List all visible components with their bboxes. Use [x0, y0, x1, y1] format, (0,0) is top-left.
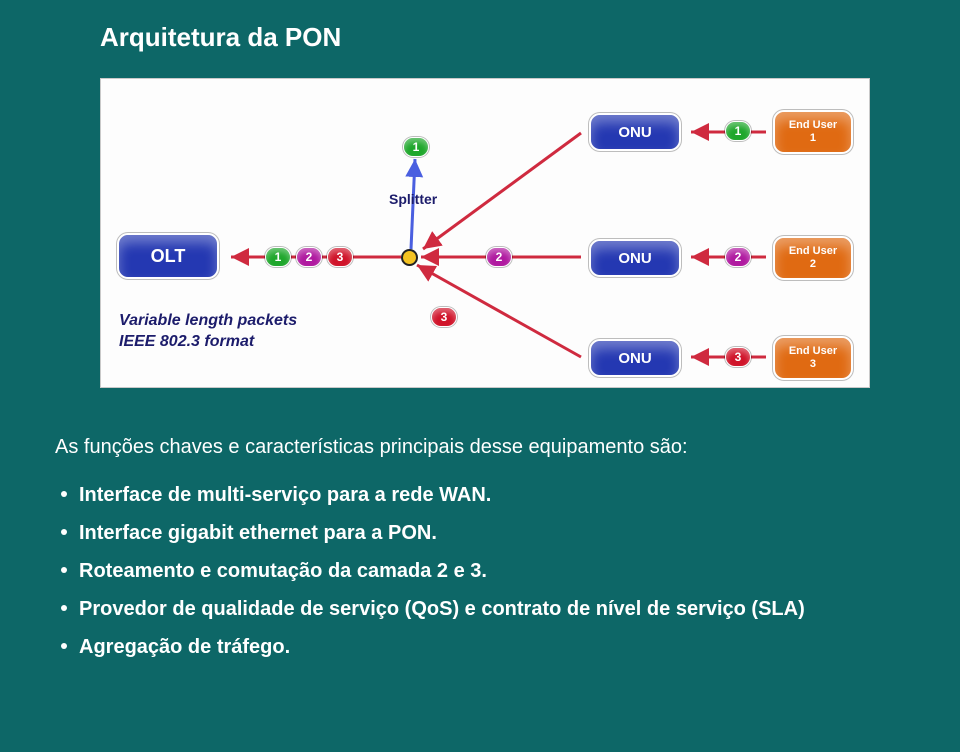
bullet-item: Provedor de qualidade de serviço (QoS) e…	[55, 592, 805, 626]
badge-eu-1: 1	[725, 121, 751, 141]
bullet-dot-icon	[61, 643, 67, 649]
badge-olt-1: 1	[265, 247, 291, 267]
badge-olt-2: 2	[296, 247, 322, 267]
bullet-text: Agregação de tráfego.	[79, 630, 290, 664]
bullet-item: Roteamento e comutação da camada 2 e 3.	[55, 554, 805, 588]
bullet-item: Agregação de tráfego.	[55, 630, 805, 664]
page-title: Arquitetura da PON	[100, 22, 341, 53]
enduser-2-l1: End User	[789, 245, 837, 257]
badge-branch-1: 1	[403, 137, 429, 157]
bullet-dot-icon	[61, 491, 67, 497]
badge-olt-3: 3	[327, 247, 353, 267]
bullet-text: Roteamento e comutação da camada 2 e 3.	[79, 554, 487, 588]
enduser-3-l1: End User	[789, 345, 837, 357]
splitter-node	[401, 249, 418, 266]
node-onu-1: ONU	[589, 113, 681, 151]
format-label-l1: Variable length packets	[119, 312, 297, 329]
bullet-item: Interface gigabit ethernet para a PON.	[55, 516, 805, 550]
node-enduser-2: End User 2	[773, 236, 853, 280]
node-olt: OLT	[117, 233, 219, 279]
bullet-text: Interface de multi-serviço para a rede W…	[79, 478, 491, 512]
intro-text: As funções chaves e características prin…	[55, 430, 805, 464]
bullet-text: Interface gigabit ethernet para a PON.	[79, 516, 437, 550]
slide-body: As funções chaves e características prin…	[55, 430, 805, 668]
node-onu-2: ONU	[589, 239, 681, 277]
badge-branch-2: 2	[486, 247, 512, 267]
enduser-2-l2: 2	[810, 258, 816, 270]
badge-eu-3: 3	[725, 347, 751, 367]
enduser-1-l2: 1	[810, 132, 816, 144]
bullet-item: Interface de multi-serviço para a rede W…	[55, 478, 805, 512]
bullet-dot-icon	[61, 567, 67, 573]
node-onu-3: ONU	[589, 339, 681, 377]
bullet-dot-icon	[61, 605, 67, 611]
pon-diagram: Splitter OLT ONU ONU ONU End User 1 End …	[100, 78, 870, 388]
badge-branch-3: 3	[431, 307, 457, 327]
enduser-3-l2: 3	[810, 358, 816, 370]
format-label-l2: IEEE 802.3 format	[119, 333, 254, 350]
bullet-dot-icon	[61, 529, 67, 535]
node-enduser-1: End User 1	[773, 110, 853, 154]
format-label: Variable length packets IEEE 802.3 forma…	[119, 311, 297, 353]
enduser-1-l1: End User	[789, 119, 837, 131]
bullet-text: Provedor de qualidade de serviço (QoS) e…	[79, 592, 805, 626]
badge-eu-2: 2	[725, 247, 751, 267]
splitter-label: Splitter	[389, 191, 437, 207]
node-enduser-3: End User 3	[773, 336, 853, 380]
